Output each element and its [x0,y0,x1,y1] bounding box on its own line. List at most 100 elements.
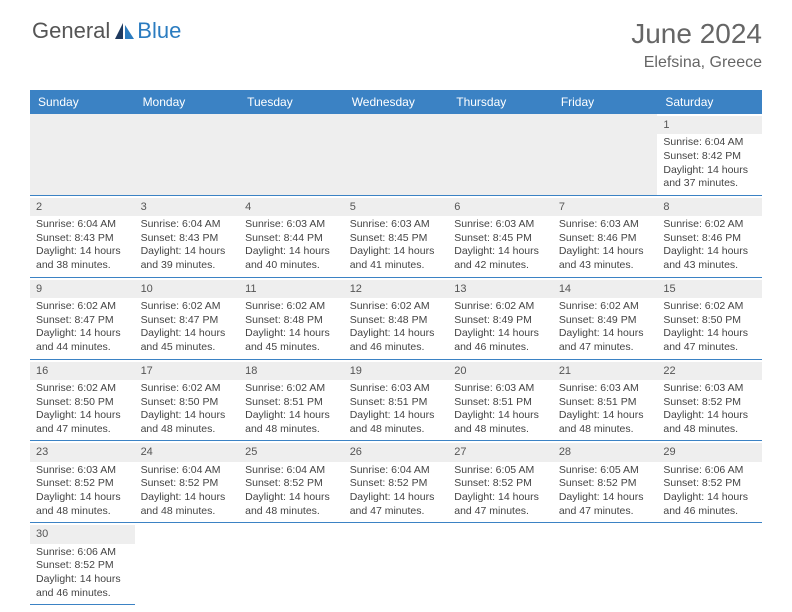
day-cell: 16Sunrise: 6:02 AMSunset: 8:50 PMDayligh… [30,359,135,441]
day-sunrise: Sunrise: 6:02 AM [36,382,129,396]
page-header: General Blue June 2024 Elefsina, Greece [0,0,792,80]
day-cell: 17Sunrise: 6:02 AMSunset: 8:50 PMDayligh… [135,359,240,441]
calendar-row: 2Sunrise: 6:04 AMSunset: 8:43 PMDaylight… [30,195,762,277]
weekday-header: Sunday [30,90,135,114]
day-sunset: Sunset: 8:42 PM [663,150,756,164]
day-number: 26 [344,443,449,461]
day-sunset: Sunset: 8:43 PM [141,232,234,246]
day-sunrise: Sunrise: 6:02 AM [245,300,338,314]
brand-part1: General [32,18,110,44]
day-number: 18 [239,362,344,380]
day-daylight1: Daylight: 14 hours [454,327,547,341]
empty-leading-cell [135,114,240,195]
day-sunset: Sunset: 8:52 PM [663,396,756,410]
day-daylight2: and 45 minutes. [141,341,234,355]
day-daylight1: Daylight: 14 hours [454,245,547,259]
weekday-header: Thursday [448,90,553,114]
day-sunrise: Sunrise: 6:03 AM [559,382,652,396]
day-cell: 13Sunrise: 6:02 AMSunset: 8:49 PMDayligh… [448,277,553,359]
calendar-table: Sunday Monday Tuesday Wednesday Thursday… [30,90,762,605]
day-sunset: Sunset: 8:50 PM [141,396,234,410]
calendar-row: 9Sunrise: 6:02 AMSunset: 8:47 PMDaylight… [30,277,762,359]
day-daylight1: Daylight: 14 hours [663,164,756,178]
day-daylight2: and 47 minutes. [663,341,756,355]
day-daylight1: Daylight: 14 hours [36,491,129,505]
day-sunset: Sunset: 8:52 PM [36,559,129,573]
day-number: 12 [344,280,449,298]
day-daylight2: and 47 minutes. [454,505,547,519]
title-month: June 2024 [631,18,762,50]
weekday-header: Wednesday [344,90,449,114]
day-daylight1: Daylight: 14 hours [245,491,338,505]
day-sunset: Sunset: 8:47 PM [36,314,129,328]
day-number: 25 [239,443,344,461]
day-cell: 10Sunrise: 6:02 AMSunset: 8:47 PMDayligh… [135,277,240,359]
day-daylight1: Daylight: 14 hours [663,327,756,341]
day-number: 27 [448,443,553,461]
day-sunrise: Sunrise: 6:02 AM [559,300,652,314]
empty-leading-cell [553,114,658,195]
day-number: 7 [553,198,658,216]
day-daylight2: and 48 minutes. [559,423,652,437]
day-sunrise: Sunrise: 6:06 AM [663,464,756,478]
day-daylight1: Daylight: 14 hours [245,245,338,259]
day-sunrise: Sunrise: 6:06 AM [36,546,129,560]
day-sunrise: Sunrise: 6:04 AM [245,464,338,478]
day-number: 29 [657,443,762,461]
day-daylight2: and 44 minutes. [36,341,129,355]
day-cell: 2Sunrise: 6:04 AMSunset: 8:43 PMDaylight… [30,195,135,277]
day-number: 2 [30,198,135,216]
empty-leading-cell [448,114,553,195]
day-sunset: Sunset: 8:51 PM [245,396,338,410]
empty-trailing-cell [239,523,344,605]
day-number: 10 [135,280,240,298]
empty-leading-cell [344,114,449,195]
calendar-row: 16 Sunrise: 6:02 AM Sunset: 8:50 PM Dayligh… [30,359,762,441]
day-number: 24 [135,443,240,461]
day-daylight2: and 43 minutes. [559,259,652,273]
day-daylight2: and 48 minutes. [36,505,129,519]
day-daylight1: Daylight: 14 hours [350,245,443,259]
day-number: 30 [30,525,135,543]
day-sunrise: Sunrise: 6:02 AM [663,218,756,232]
day-daylight2: and 39 minutes. [141,259,234,273]
day-number: 23 [30,443,135,461]
day-number: 22 [657,362,762,380]
day-number: 17 [135,362,240,380]
day-sunrise: Sunrise: 6:02 AM [663,300,756,314]
day-sunrise: Sunrise: 6:04 AM [141,464,234,478]
day-daylight1: Daylight: 14 hours [559,245,652,259]
day-daylight1: Daylight: 14 hours [245,327,338,341]
day-sunrise: Sunrise: 6:02 AM [350,300,443,314]
day-number: 1 [657,116,762,134]
day-daylight1: Daylight: 14 hours [663,245,756,259]
day-cell: 14Sunrise: 6:02 AMSunset: 8:49 PMDayligh… [553,277,658,359]
day-sunset: Sunset: 8:49 PM [559,314,652,328]
day-sunset: Sunset: 8:48 PM [245,314,338,328]
brand-part2: Blue [137,18,181,44]
day-cell: 12Sunrise: 6:02 AMSunset: 8:48 PMDayligh… [344,277,449,359]
day-cell: 5Sunrise: 6:03 AMSunset: 8:45 PMDaylight… [344,195,449,277]
day-daylight1: Daylight: 14 hours [350,409,443,423]
day-daylight2: and 48 minutes. [454,423,547,437]
day-sunrise: Sunrise: 6:04 AM [36,218,129,232]
day-cell: 27Sunrise: 6:05 AMSunset: 8:52 PMDayligh… [448,441,553,523]
day-cell: 1Sunrise: 6:04 AMSunset: 8:42 PMDaylight… [657,114,762,195]
day-sunrise: Sunrise: 6:03 AM [350,218,443,232]
day-daylight1: Daylight: 14 hours [454,491,547,505]
day-daylight1: Daylight: 14 hours [141,491,234,505]
day-sunset: Sunset: 8:52 PM [36,477,129,491]
day-sunset: Sunset: 8:48 PM [350,314,443,328]
title-block: June 2024 Elefsina, Greece [631,18,762,72]
day-sunset: Sunset: 8:49 PM [454,314,547,328]
weekday-header: Tuesday [239,90,344,114]
day-sunrise: Sunrise: 6:05 AM [454,464,547,478]
day-sunset: Sunset: 8:46 PM [559,232,652,246]
day-daylight2: and 48 minutes. [245,505,338,519]
day-daylight1: Daylight: 14 hours [141,245,234,259]
day-number: 8 [657,198,762,216]
sail-icon [113,21,135,41]
day-number: 15 [657,280,762,298]
day-number: 16 [30,362,135,380]
day-sunrise: Sunrise: 6:04 AM [141,218,234,232]
